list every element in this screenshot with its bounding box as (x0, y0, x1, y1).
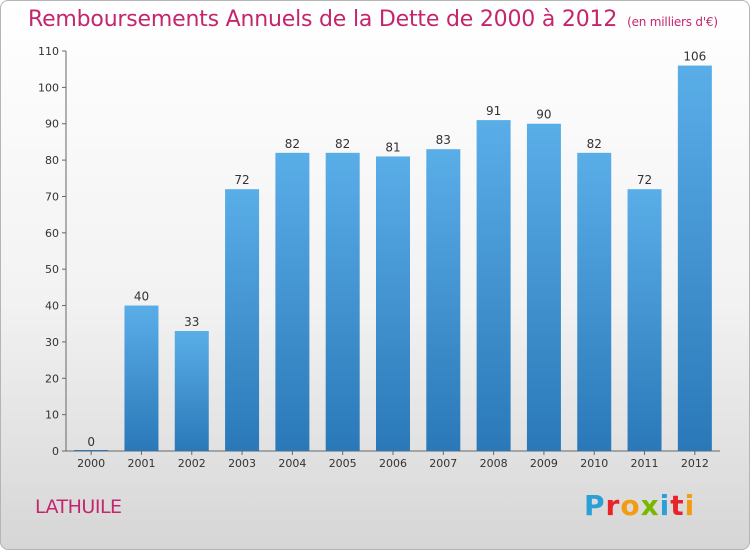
data-label-2003: 72 (234, 173, 249, 187)
data-label-2009: 90 (536, 108, 551, 122)
bar-2007 (426, 149, 461, 451)
y-tick-label: 20 (45, 372, 59, 385)
chart-data-labels: 0 40 33 72 82 82 81 83 91 90 82 72 106 (87, 50, 706, 449)
bar-2009 (526, 123, 561, 452)
logo-letter: i (659, 489, 671, 522)
logo-letter: t (670, 489, 685, 522)
data-label-2000: 0 (87, 435, 95, 449)
x-tick-label-2006: 2006 (379, 457, 407, 470)
x-tick-label-2001: 2001 (127, 457, 155, 470)
y-tick-label: 40 (45, 300, 59, 313)
x-tick-label-2007: 2007 (429, 457, 457, 470)
x-tick-label-2009: 2009 (530, 457, 558, 470)
data-label-2002: 33 (184, 315, 199, 329)
x-tick-label-2010: 2010 (580, 457, 608, 470)
y-tick-label: 70 (45, 190, 59, 203)
y-tick-label: 110 (38, 45, 59, 58)
commune-name: LATHUILE (35, 496, 122, 518)
x-tick-label-2008: 2008 (480, 457, 508, 470)
y-tick-label: 90 (45, 118, 59, 131)
logo-letter: i (684, 489, 696, 522)
x-tick-label-2002: 2002 (178, 457, 206, 470)
bar-2001 (124, 305, 159, 451)
data-label-2007: 83 (436, 133, 451, 147)
data-label-2005: 82 (335, 137, 350, 151)
bar-2010 (577, 152, 612, 451)
x-tick-label-2012: 2012 (681, 457, 709, 470)
data-label-2001: 40 (134, 290, 149, 304)
chart-bars (74, 65, 712, 452)
logo-letter: x (640, 489, 660, 522)
bar-2008 (476, 120, 511, 451)
chart-title-text: Remboursements Annuels de la Dette de 20… (28, 7, 618, 32)
bar-2000 (74, 450, 109, 451)
logo-letter: P (584, 489, 606, 522)
proxiti-logo: Proxiti (584, 489, 695, 522)
bar-2005 (325, 152, 360, 451)
chart-title: Remboursements Annuels de la Dette de 20… (28, 7, 718, 32)
chart-unit: (en milliers d'€) (627, 15, 718, 29)
chart-axes: 0 10 20 30 40 50 60 70 80 90 100 110 2000 2001 2002 200… (38, 45, 720, 470)
bar-2011 (627, 189, 662, 451)
logo-letter: r (605, 489, 621, 522)
x-tick-label-2011: 2011 (631, 457, 659, 470)
y-tick-label: 0 (52, 445, 59, 458)
data-label-2006: 81 (385, 140, 400, 154)
data-label-2004: 82 (285, 137, 300, 151)
y-tick-label: 80 (45, 154, 59, 167)
bar-2012 (677, 65, 712, 451)
y-tick-label: 60 (45, 227, 59, 240)
data-label-2011: 72 (637, 173, 652, 187)
y-tick-label: 100 (38, 81, 59, 94)
bar-2006 (376, 156, 410, 452)
bar-2002 (174, 331, 209, 451)
y-tick-label: 30 (45, 336, 59, 349)
bar-2004 (275, 152, 310, 451)
x-tick-label-2005: 2005 (329, 457, 357, 470)
logo-letter: o (620, 489, 641, 522)
x-tick-label-2000: 2000 (77, 457, 105, 470)
x-tick-label-2004: 2004 (278, 457, 306, 470)
y-tick-label: 50 (45, 263, 59, 276)
data-label-2010: 82 (587, 137, 602, 151)
bar-2003 (225, 189, 260, 451)
y-tick-label: 10 (45, 409, 59, 422)
x-tick-label-2003: 2003 (228, 457, 256, 470)
data-label-2008: 91 (486, 104, 501, 118)
data-label-2012: 106 (683, 50, 706, 64)
